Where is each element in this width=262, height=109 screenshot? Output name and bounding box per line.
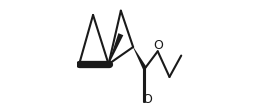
Text: O: O [153,39,163,52]
Polygon shape [108,33,123,64]
Polygon shape [133,47,147,69]
Text: O: O [142,93,152,106]
